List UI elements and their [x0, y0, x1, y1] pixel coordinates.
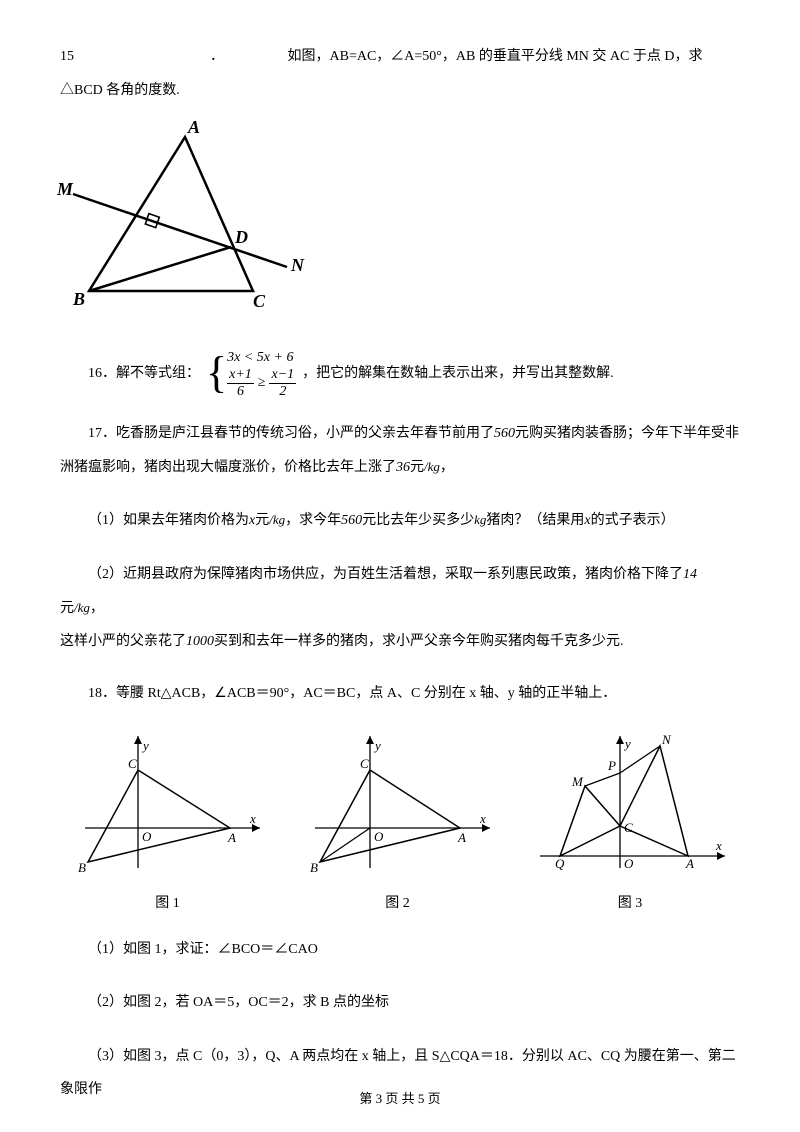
svg-text:O: O: [624, 856, 634, 871]
svg-text:B: B: [310, 860, 318, 873]
q16-line: 16．解不等式组： { 3x < 5x + 6 x+16 ≥ x−12 ，把它的…: [60, 348, 740, 399]
svg-text:C: C: [253, 291, 266, 311]
q15-line: 15． 如图，AB=AC，∠A=50°，AB 的垂直平分线 MN 交 AC 于点…: [60, 40, 740, 107]
q18-fig3: y x O C A Q M N P 图 3: [530, 728, 730, 920]
q18-sub1: （1）如图 1，求证：∠BCO＝∠CAO: [60, 933, 740, 967]
svg-text:A: A: [685, 856, 694, 871]
q15-dot: ．: [210, 49, 224, 64]
svg-text:D: D: [234, 227, 248, 247]
q17-line1: 17．吃香肠是庐江县春节的传统习俗，小严的父亲去年春节前用了560元购买猪肉装香…: [60, 417, 740, 451]
q16-post: ，把它的解集在数轴上表示出来，并写出其整数解.: [302, 357, 614, 391]
fig2-label: 图 2: [300, 887, 495, 921]
svg-text:B: B: [78, 860, 86, 873]
svg-text:y: y: [141, 738, 149, 753]
svg-text:C: C: [128, 756, 137, 771]
q15-number: 15: [60, 40, 210, 74]
svg-text:N: N: [661, 732, 672, 747]
q18-sub2: （2）如图 2，若 OA＝5，OC＝2，求 B 点的坐标: [60, 986, 740, 1020]
svg-text:A: A: [457, 830, 466, 845]
q17-sub2a: （2）近期县政府为保障猪肉市场供应，为百姓生活着想，采取一系列惠民政策，猪肉价格…: [60, 558, 740, 625]
svg-text:O: O: [142, 829, 152, 844]
q18-intro: 18．等腰 Rt△ACB，∠ACB＝90°，AC＝BC，点 A、C 分别在 x …: [60, 677, 740, 711]
svg-text:y: y: [623, 736, 631, 751]
page-footer: 第 3 页 共 5 页: [0, 1083, 800, 1114]
fig3-label: 图 3: [530, 887, 730, 921]
q16-ineq1: 3x < 5x + 6: [227, 348, 296, 368]
svg-text:M: M: [56, 179, 74, 199]
svg-text:x: x: [249, 811, 256, 826]
q17-sub1: （1）如果去年猪肉价格为x元/kg，求今年560元比去年少买多少kg猪肉？（结果…: [60, 504, 740, 538]
svg-text:O: O: [374, 829, 384, 844]
q18-fig2: y x O C A B 图 2: [300, 728, 495, 920]
q16-pre: 16．解不等式组：: [60, 357, 200, 391]
q16-system: { 3x < 5x + 6 x+16 ≥ x−12: [206, 348, 296, 399]
svg-text:B: B: [72, 289, 85, 309]
svg-text:C: C: [624, 820, 633, 835]
q15-triangle-figure: A B C M N D: [55, 119, 740, 328]
svg-text:A: A: [227, 830, 236, 845]
svg-text:y: y: [373, 738, 381, 753]
svg-text:P: P: [607, 758, 616, 773]
q18-figures: y x O C A B 图 1 y x O C A B 图 2: [60, 728, 740, 920]
svg-text:x: x: [715, 838, 722, 853]
q18-fig1: y x O C A B 图 1: [70, 728, 265, 920]
svg-text:N: N: [290, 255, 305, 275]
q17-sub2b: 这样小严的父亲花了1000买到和去年一样多的猪肉，求小严父亲今年购买猪肉每千克多…: [60, 625, 740, 659]
triangle-svg: A B C M N D: [55, 119, 315, 314]
svg-text:x: x: [479, 811, 486, 826]
q17-line2: 洲猪瘟影响，猪肉出现大幅度涨价，价格比去年上涨了36元/kg，: [60, 451, 740, 485]
svg-text:M: M: [571, 774, 584, 789]
svg-text:C: C: [360, 756, 369, 771]
svg-text:Q: Q: [555, 856, 565, 871]
svg-text:A: A: [187, 119, 200, 137]
fig1-label: 图 1: [70, 887, 265, 921]
q16-ineq2: x+16 ≥ x−12: [227, 367, 296, 399]
brace-icon: {: [206, 351, 227, 395]
